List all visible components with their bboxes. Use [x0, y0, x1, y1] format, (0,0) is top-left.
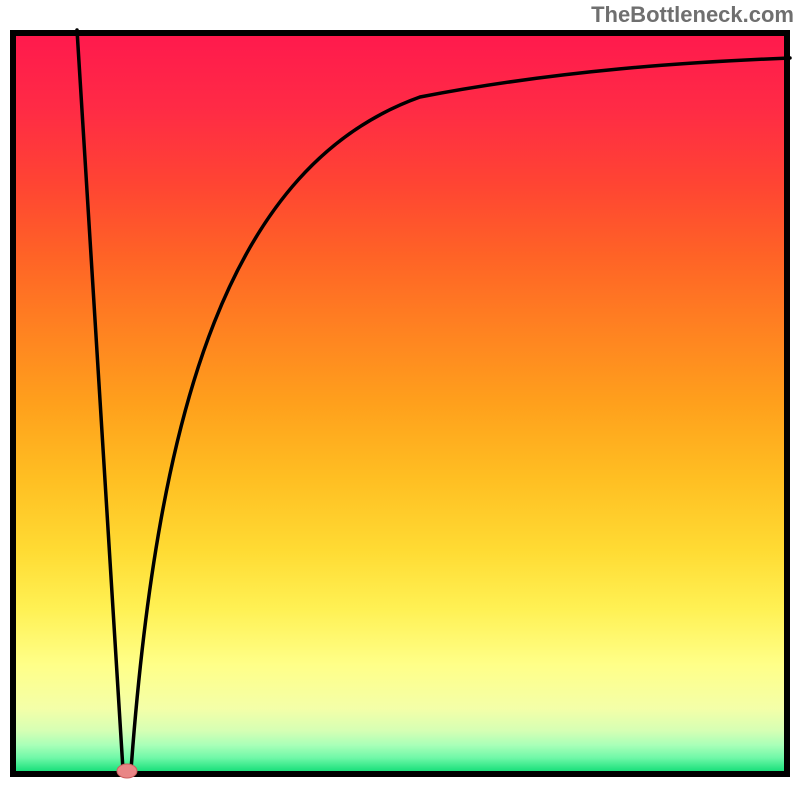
bottleneck-curve-right — [131, 58, 790, 770]
watermark-label: TheBottleneck.com — [591, 2, 794, 28]
curve-layer — [0, 0, 800, 800]
optimal-point-marker — [117, 764, 137, 778]
chart-canvas: TheBottleneck.com — [0, 0, 800, 800]
bottleneck-curve-left — [77, 30, 123, 770]
